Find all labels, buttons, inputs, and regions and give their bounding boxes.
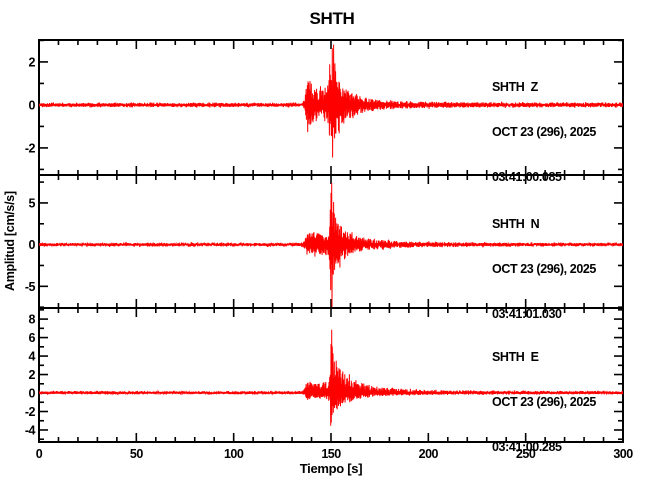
y-tick-label: 0	[29, 98, 36, 112]
y-ticks-E	[39, 309, 623, 441]
panel-E: -4 -2 0 2 4 6 8	[25, 307, 624, 443]
panel-annotation-n: SHTH N OCT 23 (296), 2025 03:41:01.030	[492, 187, 622, 352]
trace-Z	[39, 44, 623, 158]
panel-annotation-z: SHTH Z OCT 23 (296), 2025 03:41:00.085	[492, 50, 622, 215]
panel-Z: -2 0 2	[25, 39, 624, 176]
y-tick-label: -2	[25, 141, 36, 155]
y-tick-label: 2	[29, 55, 36, 69]
x-tick-labels: 0 50 100 150 200 250 300	[36, 447, 634, 461]
trace-N	[39, 182, 623, 308]
y-tick-label: -5	[25, 280, 36, 294]
trace-id: SHTH N	[492, 217, 540, 231]
trace-start-time: 03:41:00.285	[492, 440, 562, 454]
x-tick-label: 0	[36, 447, 43, 461]
x-tick-label: 300	[613, 447, 633, 461]
trace-id: SHTH Z	[492, 80, 538, 94]
x-tick-label: 200	[419, 447, 439, 461]
trace-date: OCT 23 (296), 2025	[492, 262, 596, 276]
x-tick-label: 100	[224, 447, 244, 461]
trace-id: SHTH E	[492, 350, 539, 364]
y-tick-label: 0	[29, 238, 36, 252]
y-tick-label: 4	[29, 350, 36, 364]
trace-start-time: 03:41:01.030	[492, 307, 562, 321]
page-title: SHTH	[309, 9, 355, 28]
trace-start-time: 03:41:00.085	[492, 170, 562, 184]
trace-date: OCT 23 (296), 2025	[492, 125, 596, 139]
x-tick-label: 50	[130, 447, 143, 461]
y-tick-label: 2	[29, 368, 36, 382]
x-axis-label: Tiempo [s]	[299, 461, 363, 476]
x-tick-label: 250	[516, 447, 536, 461]
y-tick-label: -2	[25, 405, 36, 419]
y-tick-label: 8	[29, 313, 36, 327]
y-tick-label: 0	[29, 387, 36, 401]
trace-date: OCT 23 (296), 2025	[492, 395, 596, 409]
x-tick-label: 150	[321, 447, 341, 461]
trace-E	[39, 329, 623, 426]
y-tick-label: 6	[29, 331, 36, 345]
panel-annotation-e: SHTH E OCT 23 (296), 2025 03:41:00.285	[492, 320, 622, 485]
y-tick-label: 5	[29, 196, 36, 210]
y-tick-label: -4	[25, 423, 36, 437]
x-ticks-E	[38, 308, 624, 442]
